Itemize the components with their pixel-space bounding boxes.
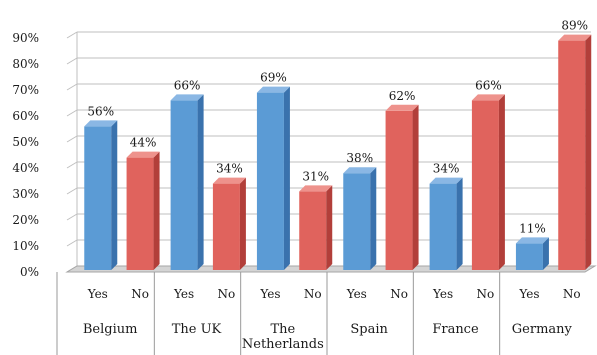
gridline-side bbox=[66, 83, 78, 91]
series-category-label: No bbox=[390, 287, 408, 301]
bar-front-yes bbox=[170, 100, 198, 271]
data-label: 89% bbox=[561, 19, 588, 33]
bar-top-yes bbox=[256, 86, 290, 93]
y-tick-label: 50% bbox=[12, 135, 39, 149]
bar-top-yes bbox=[170, 94, 204, 101]
series-category-label: Yes bbox=[432, 287, 453, 301]
bar-top-no bbox=[385, 104, 419, 111]
data-labels: 56% 44% 66% 34% 69% 31% 38% 62% 34% 66% 11% 89% bbox=[87, 19, 588, 236]
y-tick-label: 10% bbox=[12, 239, 39, 253]
bar-side-no bbox=[153, 151, 160, 270]
bar-front-yes bbox=[343, 173, 371, 270]
data-label: 56% bbox=[87, 104, 114, 118]
bar-top-no bbox=[126, 151, 160, 158]
bar-front-yes bbox=[515, 243, 543, 270]
bar-top-yes bbox=[343, 167, 377, 174]
bar-side-no bbox=[585, 34, 592, 270]
data-label: 44% bbox=[130, 136, 157, 150]
bar-side-yes bbox=[370, 167, 377, 270]
gridline-side bbox=[66, 135, 78, 143]
y-tick-label: 90% bbox=[12, 31, 39, 45]
gridline-side bbox=[66, 213, 78, 221]
data-label: 69% bbox=[260, 71, 287, 85]
bar-top-no bbox=[299, 185, 333, 192]
data-label: 66% bbox=[475, 78, 502, 92]
group-label: Spain bbox=[350, 322, 388, 337]
group-label: The UK bbox=[172, 322, 222, 337]
bar-front-no bbox=[558, 40, 586, 270]
data-label: 62% bbox=[389, 89, 416, 103]
gridline-side bbox=[66, 187, 78, 195]
bar-side-yes bbox=[542, 237, 549, 270]
gridline-side bbox=[66, 31, 78, 39]
bar-front-yes bbox=[429, 183, 457, 270]
bar-side-yes bbox=[456, 177, 463, 270]
bar-top-no bbox=[558, 34, 592, 41]
data-label: 11% bbox=[519, 221, 546, 235]
bar-side-no bbox=[498, 94, 505, 271]
bar-top-yes bbox=[84, 120, 118, 127]
bar-side-yes bbox=[197, 94, 204, 271]
y-tick-label: 70% bbox=[12, 83, 39, 97]
bar-front-yes bbox=[84, 126, 112, 271]
bar-front-no bbox=[212, 183, 240, 270]
series-category-label: No bbox=[304, 287, 322, 301]
bar-side-no bbox=[326, 185, 333, 270]
bar-side-yes bbox=[283, 86, 290, 270]
data-label: 38% bbox=[346, 151, 373, 165]
group-label: Germany bbox=[512, 322, 573, 337]
group-label: The bbox=[270, 322, 295, 337]
data-label: 31% bbox=[302, 169, 329, 183]
bar-front-no bbox=[471, 100, 499, 271]
bar-front-yes bbox=[256, 92, 284, 270]
y-tick-label: 0% bbox=[20, 265, 39, 279]
y-tick-label: 80% bbox=[12, 57, 39, 71]
series-category-label: No bbox=[477, 287, 495, 301]
data-label: 66% bbox=[174, 78, 201, 92]
data-label: 34% bbox=[216, 162, 243, 176]
bar-front-no bbox=[299, 191, 327, 270]
bar-top-yes bbox=[515, 237, 549, 244]
bar-side-yes bbox=[111, 120, 118, 271]
data-label: 34% bbox=[433, 162, 460, 176]
bar-side-no bbox=[239, 177, 246, 270]
group-label: Belgium bbox=[83, 322, 138, 337]
bars bbox=[84, 34, 592, 271]
series-category-label: No bbox=[218, 287, 236, 301]
bar-side-no bbox=[412, 104, 419, 270]
series-category-label: No bbox=[131, 287, 149, 301]
series-category-label: Yes bbox=[173, 287, 194, 301]
y-tick-label: 40% bbox=[12, 161, 39, 175]
y-tick-label: 30% bbox=[12, 187, 39, 201]
y-tick-label: 60% bbox=[12, 109, 39, 123]
bar-front-no bbox=[385, 110, 413, 270]
gridlines bbox=[66, 31, 591, 273]
gridline-side bbox=[66, 239, 78, 247]
group-label: France bbox=[432, 322, 479, 337]
gridline-side bbox=[66, 57, 78, 65]
y-axis-tick-labels: 0% 10% 20% 30% 40% 50% 60% 70% 80% 90% bbox=[12, 31, 39, 279]
gridline-side bbox=[66, 161, 78, 169]
series-category-label: Yes bbox=[259, 287, 280, 301]
category-table: Yes No Belgium Yes No The UK Yes No TheNetherlan… bbox=[56, 272, 581, 355]
series-category-label: Yes bbox=[87, 287, 108, 301]
bar-top-no bbox=[471, 94, 505, 101]
bar-front-no bbox=[126, 157, 154, 270]
series-category-label: Yes bbox=[518, 287, 539, 301]
bar-top-yes bbox=[429, 177, 463, 184]
bar-top-no bbox=[212, 177, 246, 184]
gridline-side bbox=[66, 109, 78, 117]
series-category-label: No bbox=[563, 287, 581, 301]
series-category-label: Yes bbox=[346, 287, 367, 301]
group-label: Netherlands bbox=[242, 337, 324, 352]
y-tick-label: 20% bbox=[12, 213, 39, 227]
